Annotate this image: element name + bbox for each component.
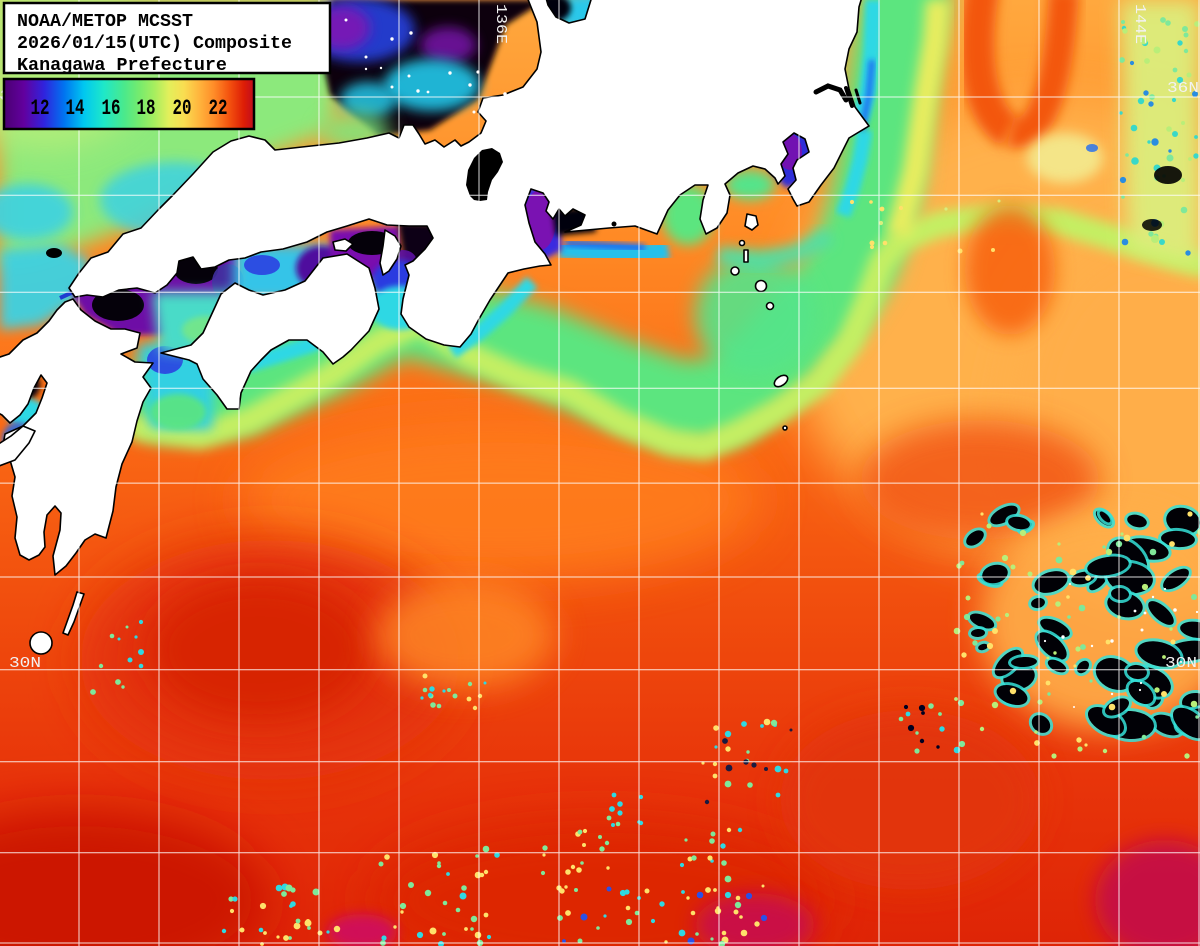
svg-text:136E: 136E: [492, 4, 509, 44]
svg-text:16: 16: [102, 96, 121, 121]
svg-text:NOAA/METOP MCSST: NOAA/METOP MCSST: [17, 12, 193, 32]
svg-text:12: 12: [31, 96, 50, 121]
svg-text:18: 18: [137, 96, 156, 121]
svg-text:144E: 144E: [1131, 4, 1148, 44]
svg-text:22: 22: [209, 96, 228, 121]
svg-text:30N: 30N: [9, 655, 41, 672]
svg-text:Kanagawa Prefecture: Kanagawa Prefecture: [17, 56, 227, 76]
svg-text:30N: 30N: [1165, 655, 1197, 672]
svg-text:2026/01/15(UTC) Composite: 2026/01/15(UTC) Composite: [17, 34, 292, 54]
svg-text:20: 20: [173, 96, 192, 121]
svg-text:36N: 36N: [1167, 80, 1199, 97]
svg-text:14: 14: [66, 96, 85, 121]
